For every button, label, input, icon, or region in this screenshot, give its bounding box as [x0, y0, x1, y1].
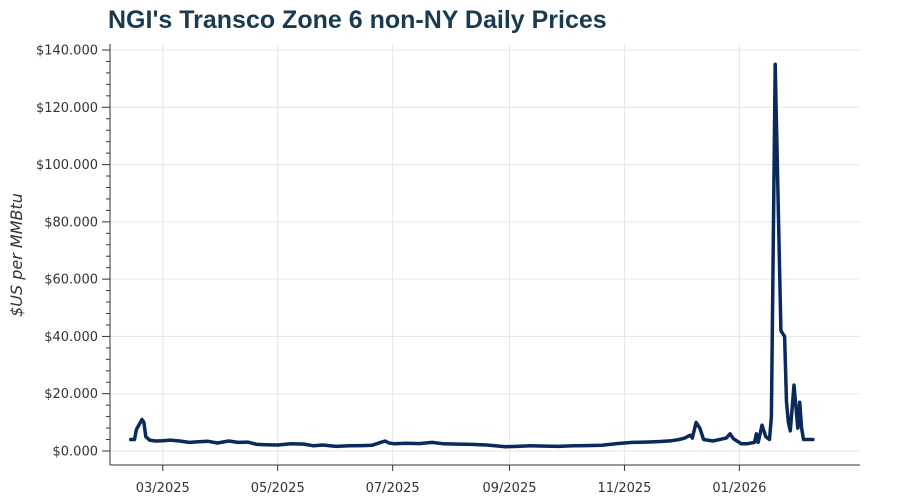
gridlines: [110, 44, 860, 465]
y-tick-label: $0.000: [53, 445, 99, 460]
x-tick-label: 11/2025: [597, 481, 651, 496]
chart-title: NGI's Transco Zone 6 non-NY Daily Prices: [108, 6, 607, 34]
y-tick-label: $40.000: [44, 330, 98, 345]
y-tick-label: $20.000: [44, 387, 98, 402]
x-tick-label: 05/2025: [251, 481, 305, 496]
plot-area: [110, 44, 860, 465]
y-tick-label: $100.000: [36, 158, 98, 173]
y-tick-label: $140.000: [36, 44, 98, 59]
x-tick-label: 07/2025: [366, 481, 420, 496]
x-tick-label: 03/2025: [136, 481, 190, 496]
x-tick-label: 01/2026: [712, 481, 766, 496]
series-layer: [128, 62, 815, 449]
price-series-line: [128, 62, 815, 449]
axes: [102, 44, 860, 471]
y-tick-label: $60.000: [44, 273, 98, 288]
y-tick-label: $120.000: [36, 101, 98, 116]
y-tick-label: $80.000: [44, 215, 98, 230]
tick-labels: $0.000 $20.000 $40.000 $60.000 $80.000 $100.0…: [36, 44, 766, 497]
y-axis-label: $US per MMBtu: [7, 193, 26, 317]
x-tick-label: 09/2025: [482, 481, 536, 496]
